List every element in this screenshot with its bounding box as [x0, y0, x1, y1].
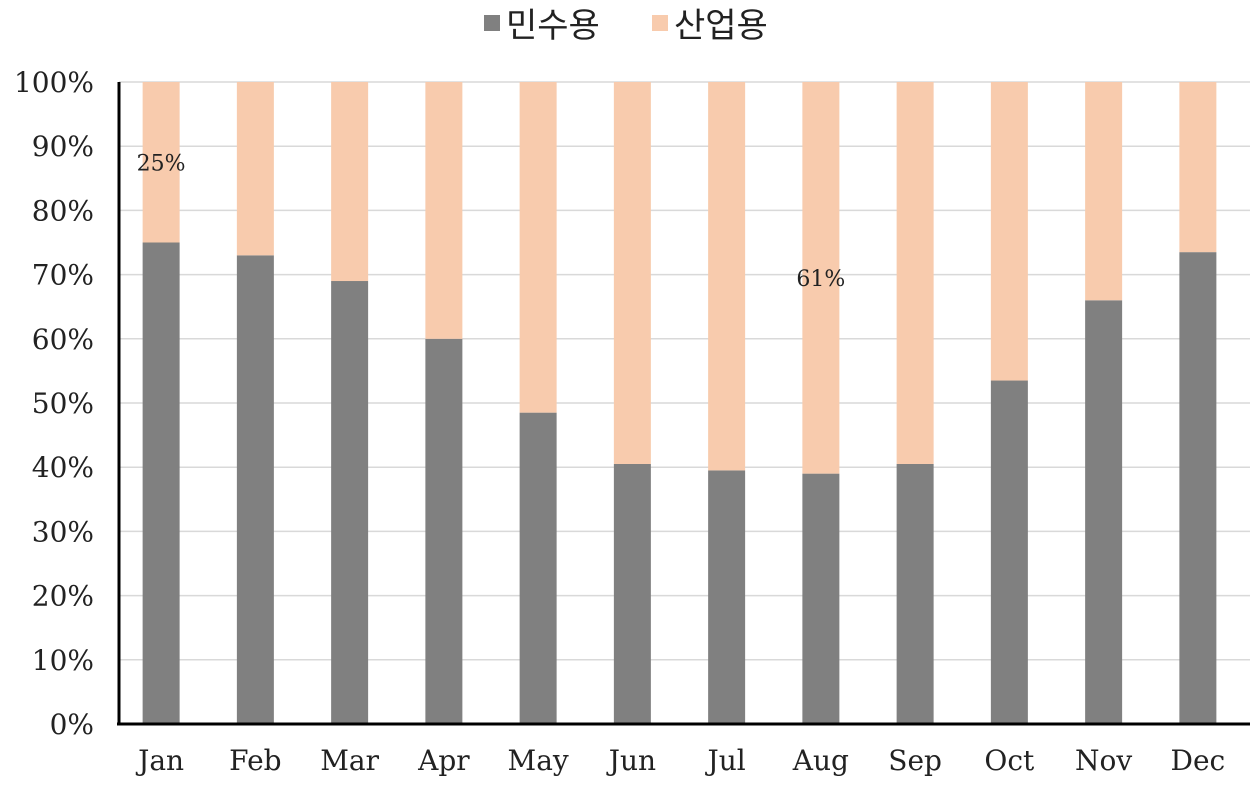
gridlines — [119, 81, 1250, 661]
bar-series2-feb — [236, 82, 274, 256]
bar-series1-dec — [1179, 252, 1217, 724]
bar-series2-sep — [896, 82, 934, 464]
x-tick-label: Dec — [1171, 744, 1226, 777]
bar-series1-nov — [1085, 300, 1123, 724]
bar-series1-oct — [990, 380, 1028, 724]
bar-series2-may — [519, 82, 557, 413]
x-tick-label: Sep — [888, 744, 942, 777]
bar-series2-jun — [613, 82, 651, 464]
bar-series1-feb — [236, 255, 274, 724]
bar-series2-nov — [1085, 82, 1123, 301]
legend: 민수용 산업용 — [484, 6, 768, 46]
legend-swatch — [652, 15, 668, 31]
y-tick-label: 100% — [14, 66, 94, 99]
data-labels: 25% 61% — [137, 151, 846, 292]
data-label: 61% — [796, 267, 845, 292]
x-tick-label: May — [508, 744, 569, 777]
x-tick-label: Feb — [229, 744, 281, 777]
bar-series2-mar — [331, 82, 369, 282]
bar-series2-jan — [142, 82, 180, 243]
legend-label: 산업용 — [674, 6, 768, 46]
y-tick-label: 50% — [32, 387, 94, 420]
bar-series2-apr — [425, 82, 463, 339]
y-tick-label: 40% — [32, 451, 94, 484]
bar-series2-dec — [1179, 82, 1217, 253]
x-tick-label: Apr — [417, 744, 470, 777]
bars — [142, 82, 1217, 724]
bar-series2-oct — [990, 82, 1028, 381]
y-tick-label: 90% — [32, 130, 94, 163]
y-tick-label: 0% — [50, 708, 94, 741]
bar-series1-apr — [425, 338, 463, 724]
bar-series1-mar — [331, 281, 369, 724]
y-tick-label: 30% — [32, 515, 94, 548]
x-tick-label: Aug — [792, 744, 849, 777]
x-tick-label: Jun — [606, 744, 656, 777]
x-tick-label: Nov — [1075, 744, 1132, 777]
bar-series1-may — [519, 412, 557, 724]
data-label: 25% — [137, 151, 186, 176]
x-tick-label: Jul — [705, 744, 746, 777]
x-axis-ticks: Jan Feb Mar Apr May Jun Jul Aug Sep Oct Nov Dec — [135, 744, 1225, 777]
bar-series2-jul — [708, 82, 746, 471]
y-tick-label: 60% — [32, 323, 94, 356]
y-tick-label: 80% — [32, 194, 94, 227]
y-tick-label: 10% — [32, 644, 94, 677]
y-tick-label: 20% — [32, 580, 94, 613]
bar-series1-jan — [142, 242, 180, 724]
legend-swatch — [484, 15, 500, 31]
x-tick-label: Mar — [320, 744, 379, 777]
legend-label: 민수용 — [506, 6, 600, 46]
y-tick-label: 70% — [32, 259, 94, 292]
x-tick-label: Oct — [984, 744, 1035, 777]
x-tick-label: Jan — [135, 744, 184, 777]
bar-series2-aug — [802, 82, 840, 474]
bar-series1-jun — [613, 463, 651, 724]
bar-series1-jul — [708, 470, 746, 724]
y-axis-ticks: 0% 10% 20% 30% 40% 50% 60% 70% 80% 90% 100% — [14, 66, 94, 741]
bar-series1-sep — [896, 463, 934, 724]
bar-series1-aug — [802, 473, 840, 724]
